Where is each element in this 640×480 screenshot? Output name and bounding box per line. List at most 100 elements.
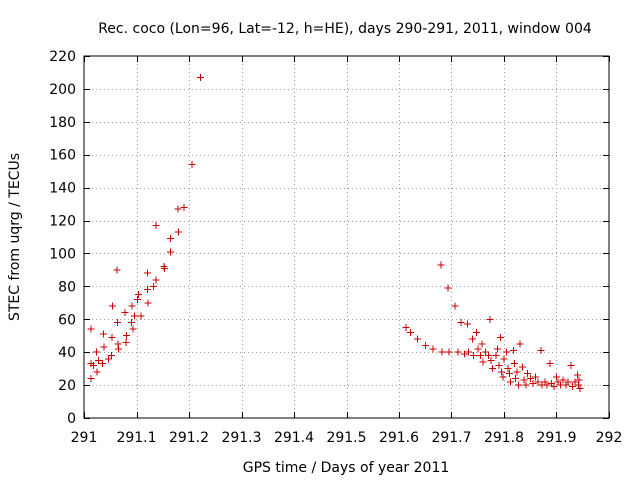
x-tick-label: 291.2	[169, 430, 209, 446]
data-point	[89, 361, 97, 369]
y-tick-label: 180	[49, 115, 76, 131]
y-axis-label: STEC from uqrg / TECUs	[7, 153, 23, 321]
data-point	[522, 381, 530, 389]
data-point	[504, 365, 512, 373]
data-point	[444, 284, 452, 292]
data-point	[532, 373, 539, 381]
y-tick-label: 100	[49, 246, 76, 262]
data-point	[98, 360, 106, 368]
data-point	[496, 333, 504, 341]
data-point	[130, 312, 138, 320]
data-point	[511, 360, 518, 368]
data-point	[513, 368, 521, 376]
data-point	[188, 161, 196, 169]
data-point	[129, 325, 137, 333]
data-point	[516, 340, 524, 348]
data-point	[575, 381, 583, 389]
data-point	[503, 348, 511, 356]
data-point	[526, 375, 534, 383]
x-tick-label: 291.5	[326, 430, 366, 446]
data-point	[571, 378, 579, 386]
data-point	[152, 221, 160, 229]
data-point	[500, 355, 508, 363]
data-point	[108, 333, 116, 341]
data-point	[457, 319, 465, 327]
data-point	[175, 228, 182, 236]
data-point	[494, 345, 502, 353]
data-point	[497, 368, 505, 376]
data-point	[492, 351, 500, 359]
data-point	[470, 351, 478, 359]
data-point	[550, 383, 558, 391]
x-tick-label: 291.9	[536, 430, 576, 446]
x-tick-label: 291.8	[484, 430, 524, 446]
data-point	[487, 356, 495, 364]
data-point	[174, 205, 182, 213]
chart-title: Rec. coco (Lon=96, Lat=-12, h=HE), days …	[98, 21, 592, 37]
data-point	[108, 302, 116, 310]
data-point	[152, 276, 160, 284]
data-point	[499, 373, 507, 381]
data-point	[137, 312, 145, 320]
data-point	[115, 345, 123, 353]
data-point	[546, 360, 554, 368]
grid-layer	[84, 56, 609, 418]
data-point	[505, 370, 513, 378]
y-tick-label: 220	[49, 49, 76, 65]
data-point	[473, 328, 481, 336]
y-tick-label: 140	[49, 181, 76, 197]
data-point	[437, 261, 445, 269]
data-point	[479, 358, 487, 366]
data-point	[149, 282, 157, 290]
data-point	[134, 296, 142, 304]
data-point	[553, 373, 560, 381]
y-tick-label: 160	[49, 148, 76, 164]
y-tick-label: 0	[67, 411, 76, 427]
data-point	[87, 325, 95, 333]
data-point	[476, 351, 484, 359]
data-point	[568, 383, 576, 391]
x-tick-label: 291.3	[221, 430, 261, 446]
data-point	[127, 319, 135, 327]
x-tick-label: 292	[596, 430, 623, 446]
data-point	[559, 376, 567, 384]
data-point	[464, 348, 472, 356]
data-point	[114, 340, 122, 348]
data-point	[107, 351, 115, 359]
data-point	[197, 73, 205, 81]
x-tick-label: 291	[71, 430, 98, 446]
data-point	[454, 348, 462, 356]
x-tick-label: 291.6	[379, 430, 419, 446]
data-point	[512, 375, 520, 383]
data-point	[95, 356, 103, 364]
data-point	[160, 263, 168, 271]
data-point	[122, 338, 130, 346]
data-point	[575, 376, 583, 384]
data-point	[564, 378, 572, 386]
data-point	[495, 361, 503, 369]
data-point	[87, 375, 95, 383]
x-tick-label: 291.4	[274, 430, 314, 446]
data-point	[167, 235, 175, 243]
data-point	[93, 348, 101, 356]
data-point	[160, 264, 168, 272]
y-tick-label: 20	[58, 378, 76, 394]
data-point	[123, 332, 131, 340]
data-point	[484, 351, 492, 359]
data-point	[93, 368, 101, 376]
data-point	[113, 266, 121, 274]
data-point	[99, 330, 107, 338]
plot-frame	[83, 55, 610, 419]
data-point	[135, 291, 143, 299]
x-tick-label: 291.7	[431, 430, 471, 446]
data-point	[518, 363, 526, 371]
data-point	[486, 315, 494, 323]
data-point	[407, 328, 415, 336]
x-tick-label: 291.1	[116, 430, 156, 446]
data-point	[574, 371, 581, 379]
data-point	[463, 320, 471, 328]
data-point	[167, 248, 175, 256]
data-point	[534, 378, 542, 386]
x-axis-label: GPS time / Days of year 2011	[243, 460, 450, 476]
data-point	[421, 342, 429, 350]
